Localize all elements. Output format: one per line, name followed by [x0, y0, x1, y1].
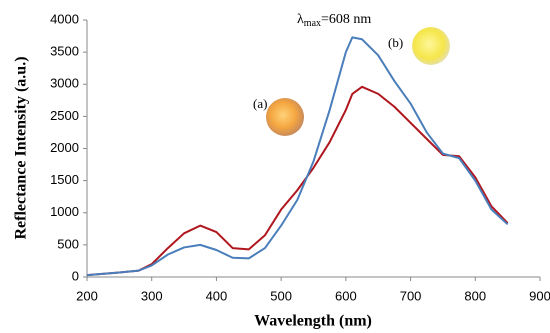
x-tick-label: 300: [141, 288, 163, 303]
y-tick-label: 3500: [50, 44, 79, 59]
x-tick-label: 700: [400, 288, 422, 303]
y-tick-label: 1000: [50, 204, 79, 219]
series-line: [86, 36, 509, 277]
y-tick-label: 3000: [50, 76, 79, 91]
y-tick-label: 0: [72, 268, 79, 283]
y-axis-title: Reflectance Intensity (a.u.): [13, 56, 30, 239]
x-tick-label: 500: [270, 288, 292, 303]
x-tick-label: 900: [529, 288, 550, 303]
label-b: (b): [388, 35, 403, 50]
x-tick-label: 400: [206, 288, 228, 303]
sample-image-b: [412, 27, 450, 65]
x-tick-label: 800: [464, 288, 486, 303]
y-tick-label: 2000: [50, 140, 79, 155]
x-tick-label: 600: [335, 288, 357, 303]
sample-image-a: [266, 98, 304, 136]
y-tick-label: 500: [57, 236, 79, 251]
x-tick-label: 200: [76, 288, 98, 303]
series-line: [86, 85, 509, 277]
annotation: λmax=608 nm: [297, 12, 371, 29]
y-tick-label: 1500: [50, 172, 79, 187]
x-axis-title: Wavelength (nm): [254, 313, 372, 330]
y-tick-label: 2500: [50, 108, 79, 123]
label-a: (a): [253, 96, 267, 111]
y-tick-label: 4000: [50, 11, 79, 26]
